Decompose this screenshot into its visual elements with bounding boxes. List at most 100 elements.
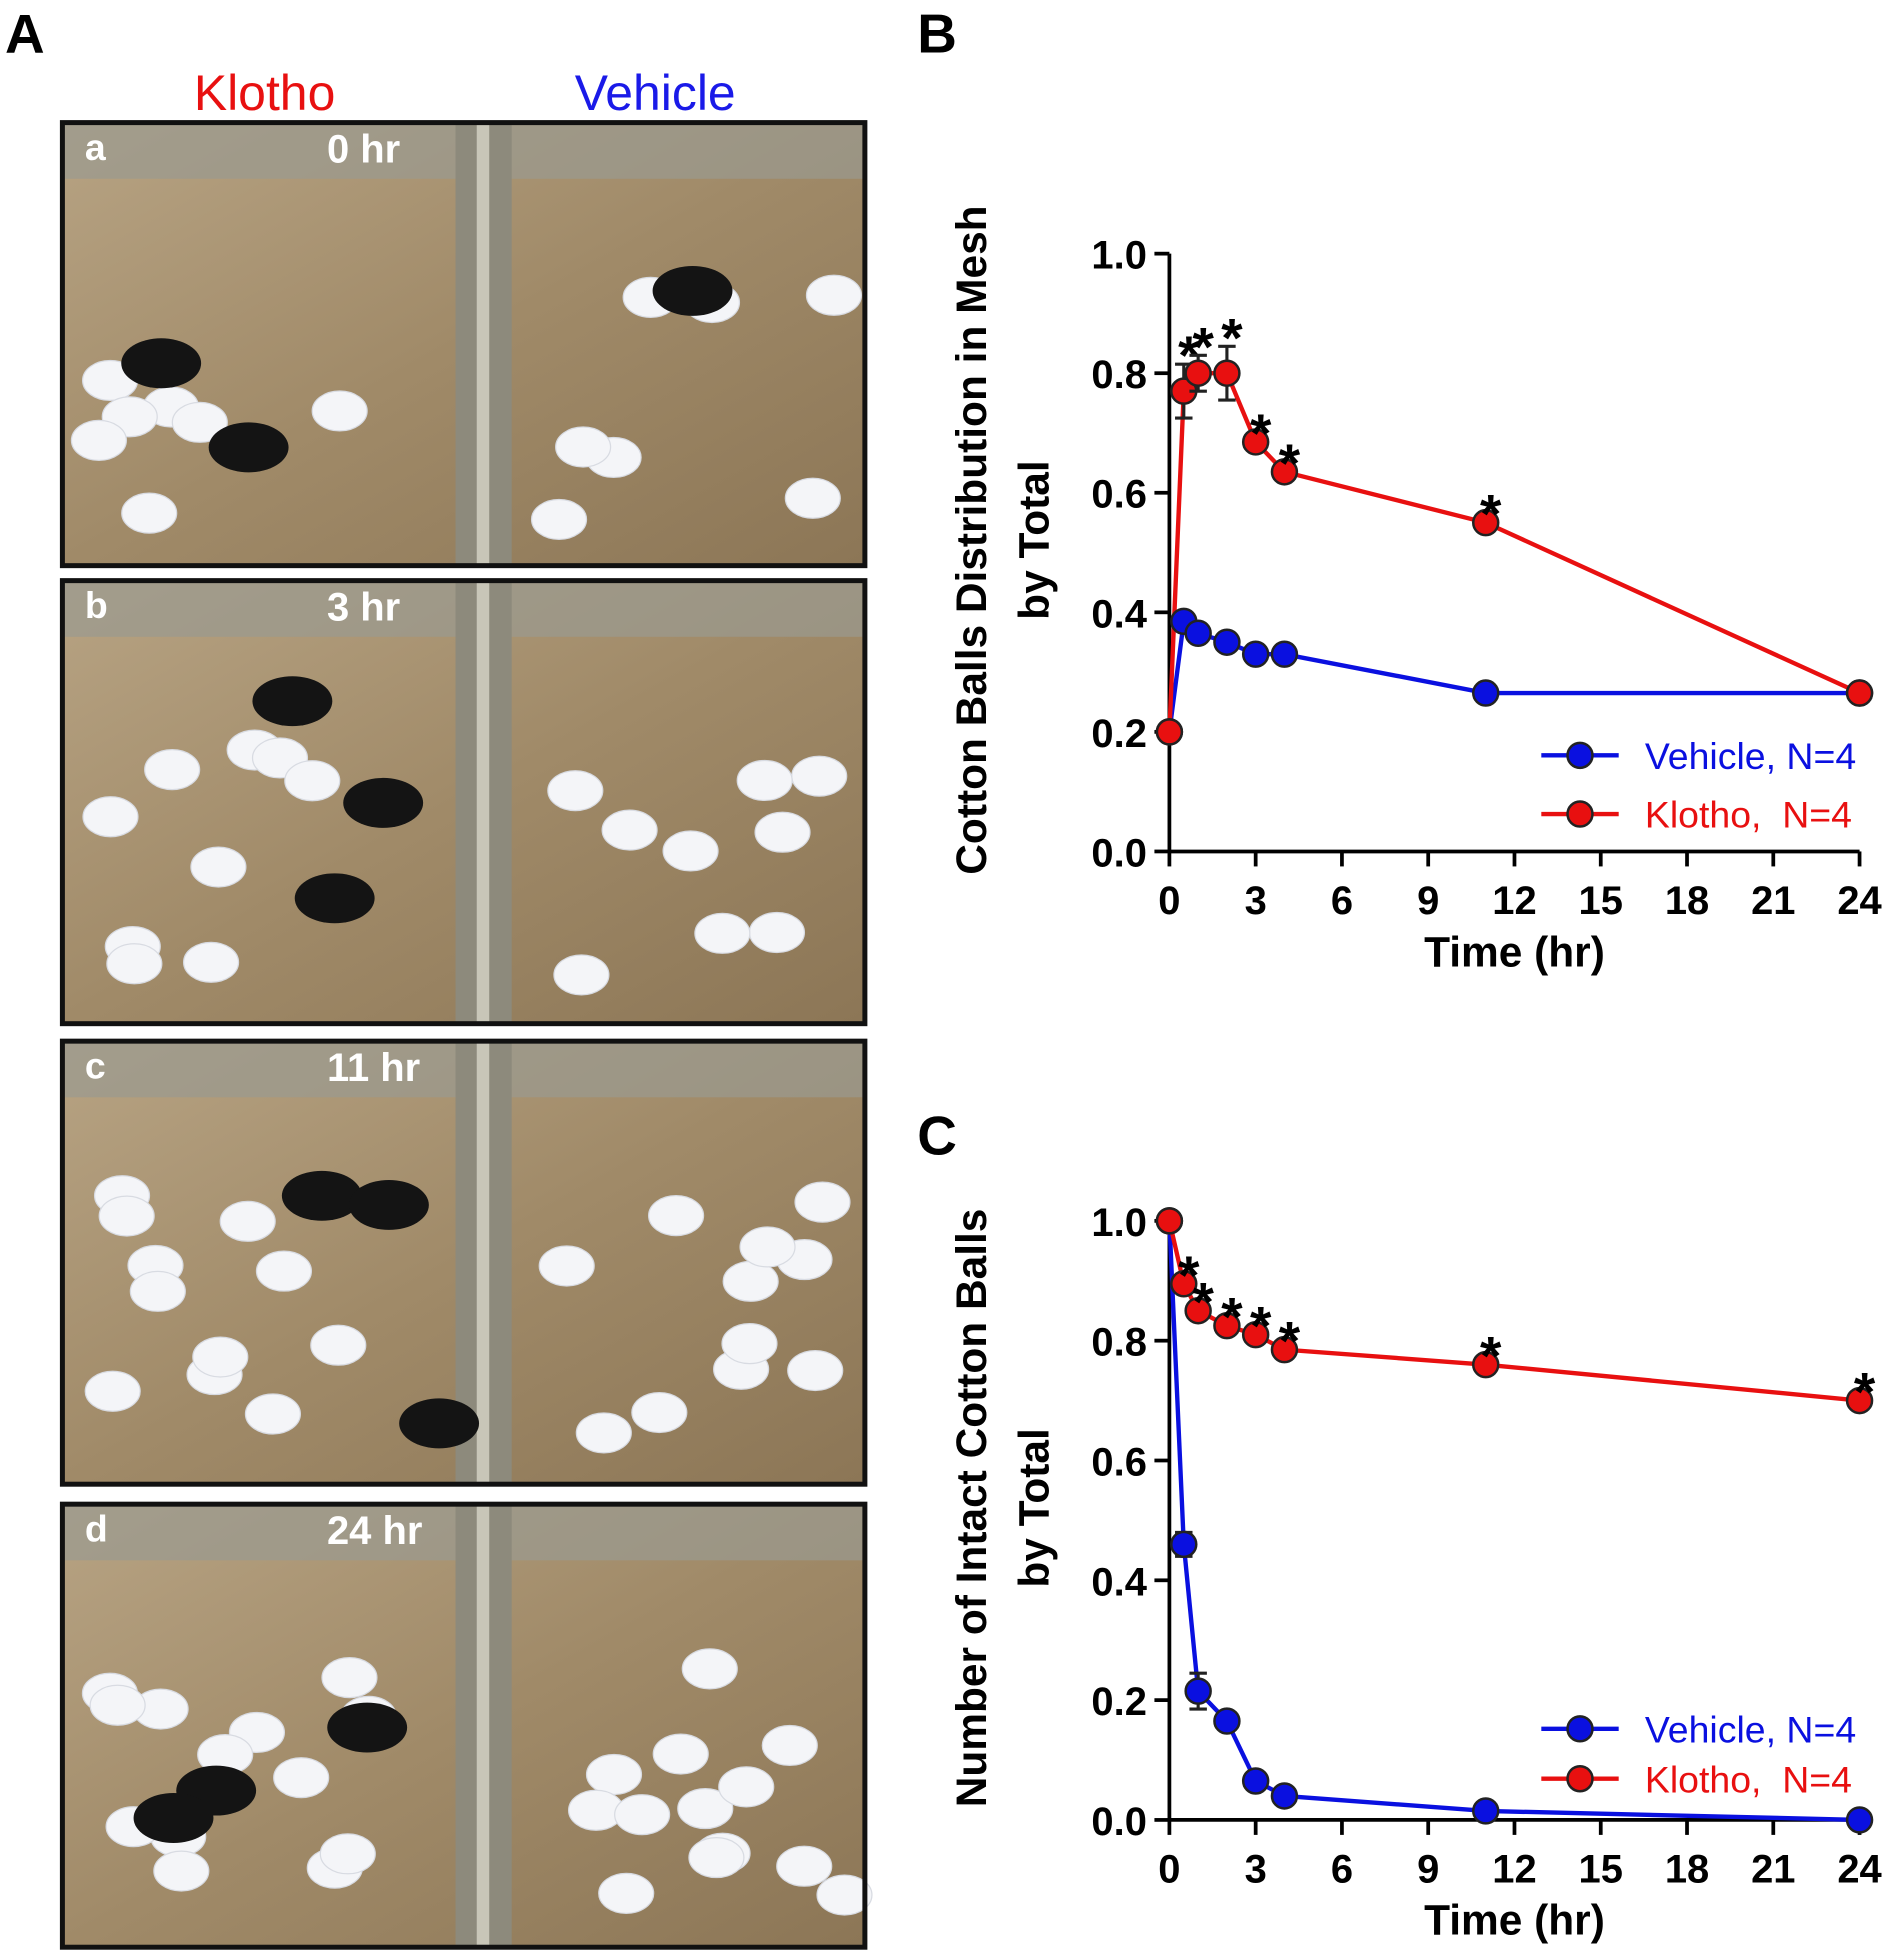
photo-border xyxy=(59,120,868,569)
cotton-ball xyxy=(677,1787,734,1830)
data-point xyxy=(1170,1270,1198,1298)
column-label: Vehicle xyxy=(575,65,736,121)
photo: c 11 hr xyxy=(59,1038,868,1487)
cotton-ball xyxy=(718,1766,775,1808)
x-tick-label: 12 xyxy=(1492,1847,1536,1891)
mouse xyxy=(294,873,375,924)
cotton-ball xyxy=(70,419,128,461)
data-point xyxy=(1845,1806,1874,1834)
significance-label: * xyxy=(1854,1361,1876,1423)
data-point xyxy=(1270,458,1299,486)
legend-marker xyxy=(1566,1765,1594,1793)
legend-label: Vehicle, N=4 xyxy=(1645,735,1856,777)
legend-label: Vehicle, N=4 xyxy=(1645,1709,1856,1751)
cotton-ball xyxy=(694,912,751,954)
y-tick-label: 0.8 xyxy=(1091,1321,1147,1365)
panel-label: A xyxy=(5,3,45,65)
cotton-ball xyxy=(319,1833,376,1875)
cotton-ball xyxy=(688,1836,745,1879)
cage-divider-edge xyxy=(476,580,490,1024)
data-point xyxy=(1155,718,1184,746)
cotton-ball xyxy=(182,941,240,983)
data-point xyxy=(1270,1335,1299,1364)
cotton-ball xyxy=(601,809,658,851)
cotton-ball xyxy=(575,1412,632,1454)
x-tick-label: 0 xyxy=(1158,1847,1180,1891)
cotton-ball xyxy=(121,492,178,534)
cotton-ball xyxy=(748,911,806,954)
cotton-ball xyxy=(662,830,719,872)
significance-label: * xyxy=(1480,1325,1502,1387)
cotton-ball xyxy=(547,770,604,812)
data-point xyxy=(1845,679,1874,707)
data-point xyxy=(1845,1386,1874,1415)
data-point xyxy=(1241,428,1270,456)
mouse xyxy=(327,1702,408,1753)
mouse xyxy=(399,1398,480,1449)
cotton-ball xyxy=(82,796,139,838)
series-line xyxy=(1167,1220,1860,1403)
cotton-ball xyxy=(190,846,247,888)
y-tick-label: 1.0 xyxy=(1091,234,1147,278)
cotton-ball xyxy=(736,759,793,802)
cotton-ball xyxy=(776,1845,833,1887)
x-tick-label: 24 xyxy=(1837,1847,1881,1891)
legend-marker xyxy=(1566,1715,1594,1743)
data-point xyxy=(1155,1207,1184,1235)
x-axis-label: Time (hr) xyxy=(1424,928,1605,975)
photo-border xyxy=(59,1501,868,1950)
cotton-ball xyxy=(311,390,368,432)
photo: b 3 hr xyxy=(59,578,868,1027)
photo: d 24 hr xyxy=(59,1501,873,1950)
significance-label: * xyxy=(1279,1310,1301,1372)
x-tick-label: 0 xyxy=(1158,879,1180,923)
cotton-ball xyxy=(89,1684,146,1726)
significance-label: * xyxy=(1178,1244,1200,1306)
cotton-ball xyxy=(192,1336,249,1378)
cotton-ball xyxy=(98,1195,155,1237)
y-axis-label: Number of Intact Cotton Balls xyxy=(948,1209,995,1808)
photo-border xyxy=(59,578,868,1027)
cotton-ball xyxy=(84,1370,141,1412)
y-axis-label: by Total xyxy=(1010,1428,1057,1587)
x-tick-label: 24 xyxy=(1837,879,1881,923)
cotton-ball xyxy=(787,1349,844,1392)
mouse xyxy=(652,265,733,316)
x-tick-label: 15 xyxy=(1579,1847,1623,1891)
cotton-ball xyxy=(284,760,341,802)
cotton-ball xyxy=(530,498,588,541)
cotton-ball xyxy=(273,1757,330,1799)
significance-label: * xyxy=(1221,306,1243,368)
x-tick-label: 18 xyxy=(1665,879,1709,923)
cotton-ball xyxy=(784,477,841,519)
x-tick-label: 9 xyxy=(1417,879,1439,923)
cotton-ball xyxy=(255,1250,313,1292)
x-tick-label: 6 xyxy=(1331,879,1353,923)
cotton-ball xyxy=(555,426,612,468)
cotton-ball xyxy=(721,1323,778,1365)
cotton-ball xyxy=(106,943,163,985)
x-tick-label: 21 xyxy=(1751,1847,1795,1891)
cotton-ball xyxy=(553,954,610,996)
photo: a 0 hr xyxy=(59,120,868,569)
legend-label: Klotho, N=4 xyxy=(1645,794,1852,836)
x-tick-label: 6 xyxy=(1331,1847,1353,1891)
photo-time: 24 hr xyxy=(327,1509,422,1553)
series-line xyxy=(1167,617,1860,733)
y-tick-label: 0.6 xyxy=(1091,473,1147,517)
cotton-ball xyxy=(585,1753,643,1796)
cotton-ball xyxy=(754,811,811,853)
mouse xyxy=(121,338,202,389)
data-point xyxy=(1471,1797,1500,1825)
significance-label: * xyxy=(1192,1271,1214,1333)
mouse xyxy=(281,1170,362,1221)
cage-divider-edge xyxy=(476,122,490,566)
column-label: Klotho xyxy=(194,65,336,121)
y-tick-label: 0.4 xyxy=(1091,592,1147,636)
data-point xyxy=(1213,1311,1241,1340)
cotton-ball xyxy=(538,1245,595,1287)
data-point xyxy=(1213,628,1241,656)
data-point xyxy=(1213,1707,1241,1735)
photo-letter: b xyxy=(85,584,108,626)
series-line xyxy=(1167,371,1861,732)
